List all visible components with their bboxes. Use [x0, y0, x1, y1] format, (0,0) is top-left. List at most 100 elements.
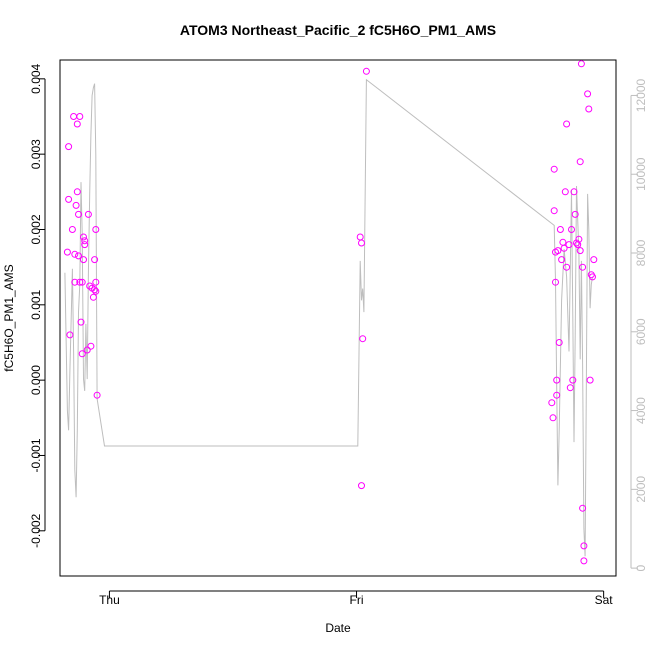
right-y-tick-label: 12000 — [634, 78, 648, 112]
data-point — [559, 238, 567, 246]
data-point — [81, 237, 89, 245]
data-point — [585, 105, 593, 113]
x-axis-label: Date — [325, 621, 351, 635]
data-point — [92, 287, 100, 295]
data-point — [550, 207, 558, 215]
data-point — [566, 384, 574, 392]
data-point — [584, 90, 592, 98]
y-tick-label: -0.001 — [29, 438, 43, 472]
data-point — [76, 113, 84, 120]
data-point — [554, 247, 562, 255]
right-y-tick-label: 6000 — [634, 318, 648, 345]
data-point — [556, 226, 564, 233]
data-point — [590, 256, 598, 264]
data-point — [72, 201, 80, 209]
altitude-line-layer — [64, 78, 593, 557]
data-point — [359, 335, 367, 343]
y-tick-label: 0.000 — [29, 365, 43, 395]
y-tick-label: 0.001 — [29, 289, 43, 319]
data-point — [92, 278, 100, 286]
data-point — [66, 331, 74, 339]
data-point-layer — [63, 60, 598, 565]
data-point — [87, 342, 95, 350]
x-tick-label: Thu — [99, 593, 120, 607]
data-point — [80, 233, 87, 241]
right-y-tick-label: 0 — [634, 564, 648, 571]
data-point — [356, 233, 364, 241]
data-point — [576, 247, 584, 255]
right-y-axis: 0 2000 4000 6000 8000 10000 12000 — [630, 78, 648, 571]
data-point — [362, 67, 370, 75]
data-point — [571, 210, 579, 218]
right-y-tick-label: 4000 — [634, 397, 648, 424]
data-point — [555, 339, 563, 346]
data-point — [574, 241, 582, 249]
data-point — [91, 256, 99, 264]
data-point — [83, 346, 91, 354]
data-point — [570, 188, 578, 196]
data-point — [563, 263, 571, 271]
data-point — [565, 241, 573, 249]
data-point — [552, 278, 559, 286]
data-point — [75, 210, 82, 218]
data-point — [63, 248, 71, 256]
data-point — [70, 113, 78, 120]
x-tick-label: Sat — [595, 593, 614, 607]
data-point — [78, 350, 86, 358]
data-point — [65, 143, 73, 151]
data-point — [73, 120, 81, 128]
data-point — [580, 542, 588, 550]
x-axis: Thu Fri Sat — [99, 590, 614, 607]
right-y-tick-label: 10000 — [634, 157, 648, 191]
y-tick-label: 0.003 — [29, 139, 43, 169]
data-point — [560, 244, 568, 252]
data-point — [75, 252, 82, 260]
plot-frame — [59, 59, 617, 577]
data-point — [71, 250, 79, 258]
data-point — [92, 226, 100, 233]
data-point — [77, 318, 85, 326]
data-point — [78, 278, 86, 286]
y-tick-label: 0.004 — [29, 63, 43, 93]
data-point — [561, 188, 569, 196]
data-point — [569, 376, 577, 384]
data-point — [68, 226, 76, 233]
data-point — [558, 256, 566, 264]
chart-title: ATOM3 Northeast_Pacific_2 fC5H6O_PM1_AMS — [180, 22, 496, 38]
data-point — [81, 241, 89, 249]
data-point — [86, 282, 94, 290]
data-point — [548, 399, 556, 407]
data-point — [80, 256, 87, 264]
data-point — [589, 273, 596, 281]
y-axis: -0.002 -0.001 0.000 0.001 0.002 0.003 0.004 — [29, 63, 46, 548]
y-axis-label: fC5H6O_PM1_AMS — [2, 264, 16, 371]
x-tick-label: Fri — [350, 593, 364, 607]
data-point — [580, 557, 588, 565]
data-point — [549, 414, 557, 422]
data-point — [553, 391, 561, 399]
data-point — [579, 263, 587, 271]
altitude-line — [64, 78, 593, 557]
right-y-tick-label: 8000 — [634, 239, 648, 266]
data-point — [91, 286, 99, 294]
data-point — [65, 195, 73, 203]
data-point — [586, 376, 594, 384]
data-point — [553, 376, 561, 384]
data-point — [576, 158, 584, 166]
data-point — [579, 504, 587, 512]
data-point — [93, 391, 101, 399]
right-y-tick-label: 2000 — [634, 476, 648, 503]
data-point — [575, 235, 583, 243]
data-point — [550, 165, 558, 173]
data-point — [358, 239, 365, 247]
data-point — [89, 293, 97, 301]
data-point — [568, 226, 575, 233]
data-point — [71, 278, 79, 286]
data-point — [76, 278, 84, 286]
y-tick-label: 0.002 — [29, 214, 43, 244]
data-point — [84, 210, 92, 218]
y-tick-label: -0.002 — [29, 513, 43, 547]
data-point — [563, 120, 571, 128]
